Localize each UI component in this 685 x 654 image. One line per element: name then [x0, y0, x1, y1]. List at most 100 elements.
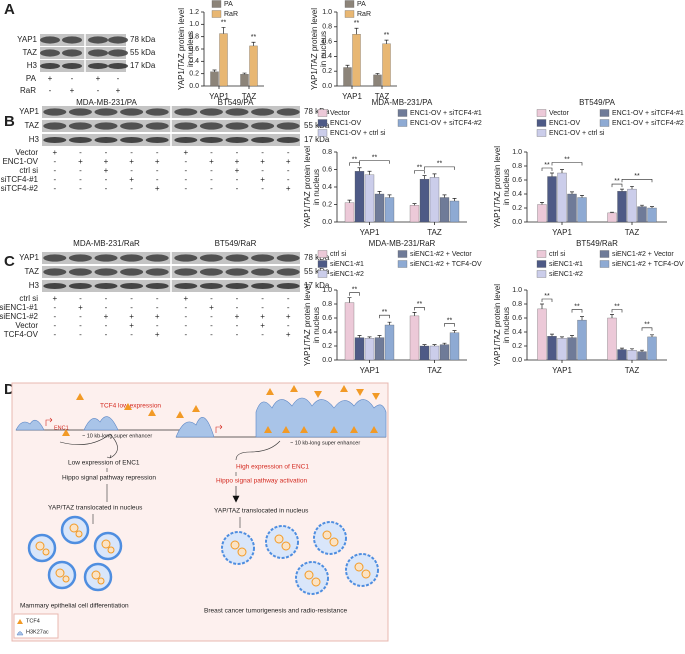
condition-sign: - — [53, 303, 56, 312]
legend-swatch — [599, 119, 610, 127]
blot-strip — [40, 47, 126, 59]
y-axis-label: in nucleus — [502, 307, 511, 343]
condition-sign: - — [156, 175, 159, 184]
error-bar — [540, 303, 544, 309]
legend-label: ENC1-OV — [330, 120, 361, 127]
error-bar — [354, 27, 359, 35]
significance-bracket — [349, 292, 360, 296]
error-bar — [357, 335, 362, 338]
condition-sign: + — [260, 312, 265, 321]
protein-label: YAP1 — [17, 35, 37, 44]
legend-label: Vector — [330, 110, 351, 117]
y-tick-label: 0.4 — [322, 329, 332, 336]
blot-band — [225, 122, 249, 130]
significance-bracket — [551, 162, 583, 166]
error-bar — [377, 191, 382, 194]
legend-swatch — [211, 0, 222, 8]
legend-label: siENC1-#1 — [549, 261, 583, 268]
condition-sign: - — [49, 86, 52, 95]
protein-label: YAP1 — [19, 253, 39, 262]
gene-label: ENC1 — [54, 425, 69, 431]
condition-sign: - — [261, 303, 264, 312]
condition-sign: + — [260, 321, 265, 330]
bar — [607, 317, 617, 361]
bar — [374, 337, 385, 361]
y-tick-label: 1.0 — [322, 9, 332, 16]
blot-band — [43, 122, 67, 130]
bar — [344, 302, 355, 361]
size-label: 55 kDa — [304, 121, 330, 130]
legend-swatch — [599, 260, 610, 268]
bar — [449, 332, 460, 361]
condition-sign: - — [97, 86, 100, 95]
blot-band — [225, 254, 249, 262]
condition-sign: - — [130, 294, 133, 303]
bar — [240, 74, 249, 87]
significance-label: ** — [221, 19, 227, 26]
legend-label: ctrl si — [330, 251, 347, 258]
error-bar — [367, 336, 372, 339]
blot-band — [251, 268, 275, 276]
legend-swatch — [211, 10, 222, 18]
condition-sign: - — [79, 294, 82, 303]
y-axis-label: YAP1/TAZ protein level — [310, 8, 319, 90]
condition-sign: + — [235, 312, 240, 321]
blot-band — [94, 108, 118, 116]
significance-label: ** — [614, 303, 620, 310]
error-bar — [422, 175, 427, 180]
condition-sign: + — [209, 157, 214, 166]
significance-label: ** — [564, 156, 570, 163]
x-tick-label: TAZ — [427, 366, 442, 375]
condition-label: siENC1-#1 — [0, 303, 39, 312]
condition-sign: + — [48, 74, 53, 83]
tcf4-low-label: TCF4 low expression — [100, 403, 161, 410]
condition-sign: - — [79, 330, 82, 339]
y-tick-label: 0.2 — [189, 71, 199, 78]
condition-sign: + — [286, 184, 291, 193]
error-bar — [384, 39, 389, 44]
condition-sign: + — [286, 312, 291, 321]
condition-sign: + — [260, 157, 265, 166]
condition-sign: - — [79, 175, 82, 184]
condition-sign: - — [210, 166, 213, 175]
blot-header: BT549/PA — [218, 98, 255, 107]
legend-marker — [16, 631, 24, 636]
error-bar — [650, 334, 654, 337]
condition-sign: - — [236, 148, 239, 157]
y-tick-label: 0.0 — [189, 83, 199, 90]
legend-label: siENC1-#2 + TCF4-OV — [612, 261, 684, 268]
error-bar — [580, 316, 584, 321]
bar — [627, 350, 637, 361]
protein-label: H3 — [27, 61, 38, 70]
error-bar — [560, 336, 564, 339]
condition-sign: - — [184, 330, 187, 339]
arrow — [59, 433, 111, 445]
x-tick-label: TAZ — [625, 228, 640, 237]
error-bar — [242, 72, 247, 75]
blot-band — [43, 254, 67, 262]
blot-band — [108, 49, 128, 57]
blot-band — [68, 137, 92, 143]
condition-sign: - — [210, 294, 213, 303]
condition-sign: - — [79, 312, 82, 321]
blot-band — [120, 254, 144, 262]
condition-sign: - — [105, 148, 108, 157]
bar — [364, 174, 375, 223]
bar — [352, 34, 361, 87]
blot-band — [88, 36, 108, 44]
blot-band — [43, 268, 67, 276]
condition-sign: - — [184, 184, 187, 193]
condition-sign: - — [236, 330, 239, 339]
y-tick-label: 0.2 — [322, 201, 332, 208]
legend-label: TCF4 — [26, 618, 40, 624]
x-tick-label: YAP1 — [360, 228, 380, 237]
blot-band — [88, 63, 108, 69]
bar — [210, 71, 219, 87]
condition-sign: - — [210, 321, 213, 330]
error-bar — [540, 202, 544, 205]
error-bar — [412, 203, 417, 206]
blot-strip — [40, 60, 126, 72]
bar — [409, 205, 420, 223]
condition-sign: + — [155, 157, 160, 166]
error-bar — [387, 321, 392, 325]
